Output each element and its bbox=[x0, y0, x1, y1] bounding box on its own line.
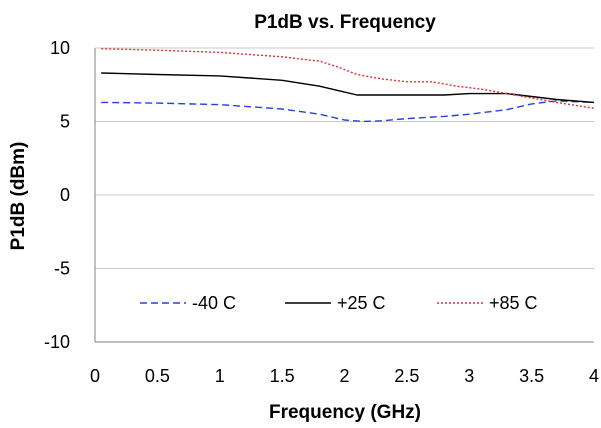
y-axis-title: P1dB (dBm) bbox=[8, 142, 29, 251]
y-tick-label-0: 10 bbox=[50, 38, 70, 58]
x-tick-label-1: 0.5 bbox=[145, 366, 170, 386]
data-series bbox=[101, 48, 595, 123]
y-tick-label-4: -10 bbox=[44, 332, 70, 352]
x-axis-tick-labels: 0 0.5 1 1.5 2 2.5 3 3.5 4 bbox=[90, 366, 599, 386]
plot-area bbox=[94, 48, 594, 343]
legend-label-2: +85 C bbox=[489, 293, 538, 313]
y-tick-label-1: 5 bbox=[60, 112, 70, 132]
y-tick-label-2: 0 bbox=[60, 185, 70, 205]
x-tick-label-0: 0 bbox=[90, 366, 100, 386]
legend-label-0: -40 C bbox=[192, 293, 236, 313]
chart-title: P1dB vs. Frequency bbox=[254, 12, 436, 33]
x-axis-title: Frequency (GHz) bbox=[269, 402, 421, 423]
x-tick-label-2: 1 bbox=[215, 366, 225, 386]
x-tick-label-3: 1.5 bbox=[270, 366, 295, 386]
x-tick-label-7: 3.5 bbox=[519, 366, 544, 386]
x-tick-label-4: 2 bbox=[339, 366, 349, 386]
y-tick-label-3: -5 bbox=[54, 259, 70, 279]
x-tick-label-8: 4 bbox=[589, 366, 599, 386]
x-tick-label-6: 3 bbox=[464, 366, 474, 386]
legend-label-1: +25 C bbox=[337, 293, 386, 313]
series-line-1 bbox=[101, 72, 595, 104]
legend: -40 C +25 C +85 C bbox=[140, 293, 538, 313]
series-line-0 bbox=[101, 100, 595, 123]
y-axis-tick-labels: 10 5 0 -5 -10 bbox=[44, 38, 70, 352]
series-line-2 bbox=[101, 48, 595, 109]
x-tick-label-5: 2.5 bbox=[394, 366, 419, 386]
